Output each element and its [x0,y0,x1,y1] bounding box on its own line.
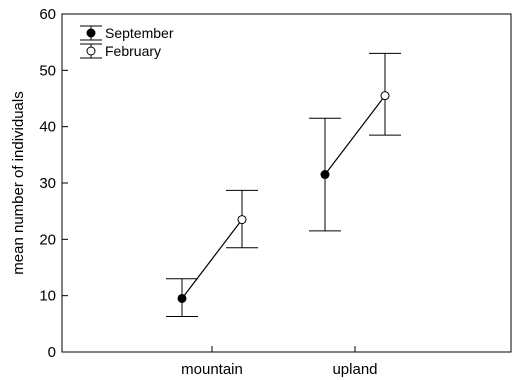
y-tick-label: 40 [39,119,56,136]
x-axis-tick-labels: mountain upland [181,361,377,378]
x-tick-label-upland: upland [332,361,377,378]
series-september [166,117,341,318]
plot-frame [61,13,512,353]
connector-line-upland [324,95,386,175]
y-axis-ticks [62,13,68,353]
y-axis-tick-labels: 0 10 20 30 40 50 60 [39,6,56,361]
y-axis-label: mean number of individuals [10,91,27,274]
legend-label: February [105,43,161,59]
x-tick-label-mountain: mountain [181,361,243,378]
legend-item-september: September [80,25,174,41]
legend-marker [86,28,96,38]
series-layer [166,52,401,318]
legend-label: September [105,25,174,41]
y-tick-label: 10 [39,288,56,305]
y-tick-label: 50 [39,62,56,79]
data-point-september-upland [320,170,330,180]
legend-item-february: February [80,43,161,59]
series-february [226,52,401,249]
data-point-september-mountain [177,293,187,303]
data-point-february-upland [380,91,390,101]
x-axis-ticks [211,346,356,352]
y-tick-label: 0 [48,344,56,361]
data-point-february-mountain [237,215,247,225]
y-tick-label: 20 [39,231,56,248]
y-tick-label: 30 [39,175,56,192]
legend-marker [86,46,96,56]
legend: September February [80,25,174,59]
y-tick-label: 60 [39,6,56,23]
connector-line-mountain [181,219,243,299]
